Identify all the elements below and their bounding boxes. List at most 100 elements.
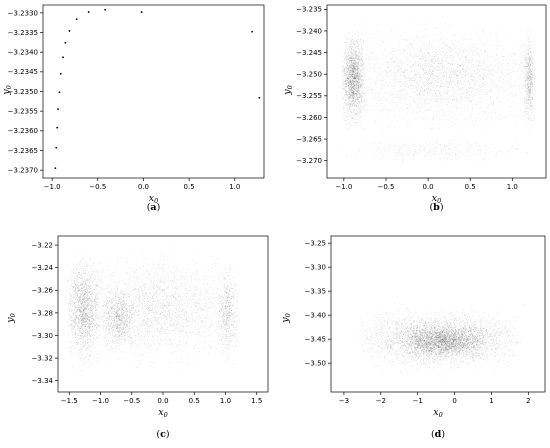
density-dot xyxy=(418,65,420,67)
density-dot xyxy=(344,75,346,77)
density-dot xyxy=(452,101,454,103)
density-dot xyxy=(503,81,504,83)
density-dot xyxy=(460,66,462,68)
density-dot xyxy=(356,62,357,64)
density-dot xyxy=(450,50,451,51)
density-dot xyxy=(414,56,415,58)
density-dot xyxy=(350,70,351,71)
density-dot xyxy=(358,52,360,53)
density-dot xyxy=(519,75,520,77)
density-dot xyxy=(453,84,455,85)
density-dot xyxy=(351,71,353,73)
density-dot xyxy=(413,56,415,58)
density-dot xyxy=(500,61,501,62)
density-dot xyxy=(350,65,352,66)
density-dot xyxy=(458,80,460,82)
density-dot xyxy=(415,91,417,92)
density-dot xyxy=(443,75,444,76)
density-dot xyxy=(350,80,351,81)
density-dot xyxy=(473,80,474,82)
density-dot xyxy=(345,80,346,82)
density-dot xyxy=(426,79,428,80)
density-dot xyxy=(524,55,526,57)
density-dot xyxy=(431,97,433,99)
density-dot xyxy=(356,79,357,81)
density-dot xyxy=(384,65,386,67)
density-dot xyxy=(350,95,352,96)
density-dot xyxy=(346,104,348,105)
density-dot xyxy=(377,61,379,63)
density-dot xyxy=(349,67,351,69)
density-dot xyxy=(498,84,500,85)
density-dot xyxy=(347,117,349,118)
density-dot xyxy=(394,51,395,53)
density-dot xyxy=(478,84,479,86)
density-dot xyxy=(421,79,423,81)
density-dot xyxy=(349,59,351,61)
density-dot xyxy=(349,57,351,59)
density-dot xyxy=(485,93,487,95)
density-dot xyxy=(372,52,373,54)
density-dot xyxy=(356,59,358,60)
density-dot xyxy=(357,68,358,70)
density-dot xyxy=(455,48,456,49)
density-dot xyxy=(465,68,467,69)
density-dot xyxy=(351,85,352,86)
density-dot xyxy=(356,105,357,106)
density-dot xyxy=(493,93,495,95)
density-dot xyxy=(418,77,420,79)
density-dot xyxy=(354,97,356,99)
density-dot xyxy=(520,109,522,111)
density-dot xyxy=(351,83,353,84)
density-dot xyxy=(359,108,360,109)
density-dot xyxy=(349,46,351,48)
density-dot xyxy=(355,104,356,106)
density-dot xyxy=(439,86,440,88)
density-dot xyxy=(352,81,353,83)
density-dot xyxy=(449,49,451,50)
density-dot xyxy=(349,91,351,92)
density-dot xyxy=(390,30,392,32)
density-dot xyxy=(427,110,428,111)
density-dot xyxy=(457,78,458,79)
density-dot xyxy=(421,62,423,64)
density-dot xyxy=(359,73,360,74)
density-dot xyxy=(365,103,367,105)
density-dot xyxy=(501,78,502,80)
density-dot xyxy=(362,64,364,65)
density-dot xyxy=(352,98,354,100)
density-dot xyxy=(434,56,436,57)
density-dot xyxy=(437,73,438,75)
density-dot xyxy=(414,34,415,35)
density-dot xyxy=(407,57,408,58)
density-dot xyxy=(356,114,357,115)
density-dot xyxy=(356,44,357,45)
density-dot xyxy=(355,114,357,116)
density-dot xyxy=(355,62,356,64)
density-dot xyxy=(388,124,390,126)
density-dot xyxy=(346,104,347,106)
density-dot xyxy=(354,89,356,91)
density-dot xyxy=(347,48,348,49)
density-dot xyxy=(468,59,469,60)
density-dot xyxy=(411,44,412,46)
density-dot xyxy=(383,105,385,107)
density-dot xyxy=(390,75,392,77)
density-dot xyxy=(360,87,361,89)
density-dot xyxy=(348,38,350,39)
density-dot xyxy=(350,98,351,99)
density-dot xyxy=(348,92,349,93)
density-dot xyxy=(485,89,487,90)
density-dot xyxy=(346,71,348,73)
density-dot xyxy=(511,70,513,72)
density-dot xyxy=(357,74,358,76)
density-dot xyxy=(450,64,452,65)
density-dot xyxy=(360,117,361,119)
density-dot xyxy=(359,82,361,84)
density-dot xyxy=(472,42,474,44)
density-dot xyxy=(493,86,494,87)
density-dot xyxy=(416,86,417,88)
density-dot xyxy=(353,63,355,65)
density-dot xyxy=(355,39,357,41)
density-dot xyxy=(354,79,356,81)
